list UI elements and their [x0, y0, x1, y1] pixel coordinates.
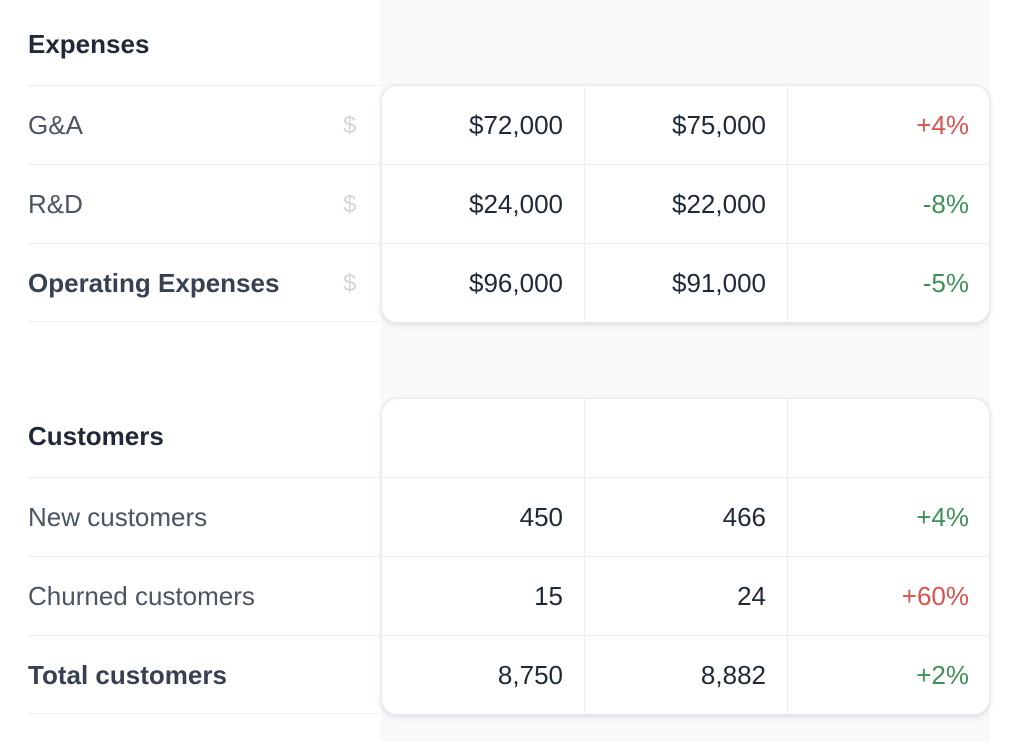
value-period-2: 8,882: [700, 660, 766, 690]
row-label: New customers: [28, 502, 208, 532]
value-period-1: $24,000: [469, 189, 563, 219]
column-divider: [787, 86, 788, 322]
row-divider: [382, 477, 989, 478]
table-row: New customers 450 466 +4%: [0, 478, 990, 557]
change-value: +4%: [916, 110, 969, 140]
value-period-1: 450: [519, 502, 563, 532]
value-period-2: $91,000: [672, 268, 766, 298]
value-period-2: 466: [722, 502, 766, 532]
change-value: -8%: [922, 189, 969, 219]
customers-values-card: [381, 398, 990, 715]
currency-icon: $: [343, 270, 357, 297]
expenses-section-title: Expenses: [28, 29, 150, 59]
value-period-2: $22,000: [672, 189, 766, 219]
customers-section-title: Customers: [28, 421, 164, 451]
label-divider: [28, 635, 381, 636]
label-divider: [28, 243, 381, 244]
value-period-2: $75,000: [672, 110, 766, 140]
change-value: +2%: [916, 660, 969, 690]
label-divider: [28, 713, 381, 714]
value-period-1: $96,000: [469, 268, 563, 298]
label-divider: [28, 556, 381, 557]
value-period-2: 24: [737, 581, 766, 611]
value-period-1: 15: [534, 581, 563, 611]
row-divider: [382, 556, 989, 557]
currency-icon: $: [343, 191, 357, 218]
change-value: +4%: [916, 502, 969, 532]
table-row-total: Total customers 8,750 8,882 +2%: [0, 636, 990, 715]
row-divider: [382, 164, 989, 165]
table-row: Churned customers 15 24 +60%: [0, 557, 990, 636]
row-label: Total customers: [28, 660, 227, 690]
value-period-1: $72,000: [469, 110, 563, 140]
row-divider: [382, 635, 989, 636]
label-divider: [28, 85, 381, 86]
label-divider: [28, 477, 381, 478]
label-divider: [28, 321, 381, 322]
row-divider: [382, 243, 989, 244]
column-divider: [584, 86, 585, 322]
expenses-values-card: [381, 85, 990, 323]
table-row-total: Operating Expenses $ $96,000 $91,000 -5%: [0, 244, 990, 323]
row-label: Operating Expenses: [28, 268, 280, 298]
table-row: R&D $ $24,000 $22,000 -8%: [0, 165, 990, 244]
currency-icon: $: [343, 112, 357, 139]
row-label: G&A: [28, 110, 83, 140]
label-divider: [28, 164, 381, 165]
row-label: Churned customers: [28, 581, 255, 611]
row-label: R&D: [28, 189, 83, 219]
change-value: -5%: [922, 268, 969, 298]
table-row: G&A $ $72,000 $75,000 +4%: [0, 86, 990, 165]
value-period-1: 8,750: [497, 660, 563, 690]
change-value: +60%: [901, 581, 969, 611]
